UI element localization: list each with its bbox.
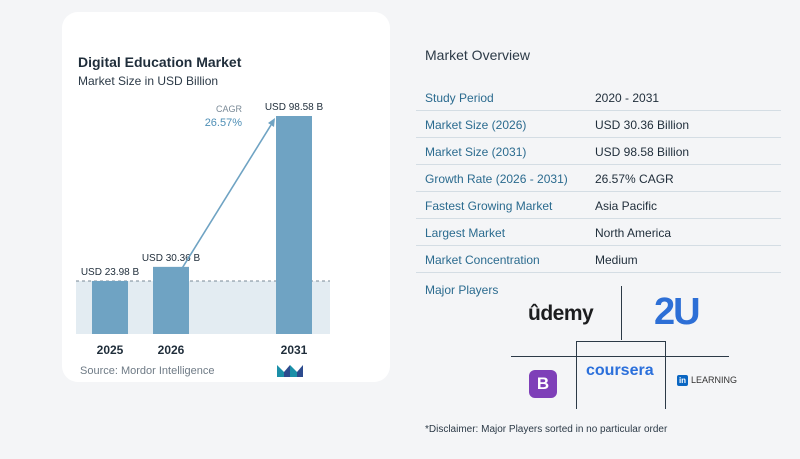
bar-chart: USD 23.98 B 2025 USD 30.36 B 2026 USD 98.58 …: [76, 102, 330, 357]
overview-value: 26.57% CAGR: [595, 172, 674, 186]
overview-label: Growth Rate (2026 - 2031): [425, 172, 568, 186]
bar: [276, 116, 312, 334]
overview-row: Market Concentration Medium: [416, 246, 781, 273]
overview-label: Market Size (2031): [425, 145, 527, 159]
x-tick-label: 2025: [97, 343, 124, 357]
overview-label: Study Period: [425, 91, 494, 105]
overview-label: Market Concentration: [425, 253, 540, 267]
major-players-label: Major Players: [425, 283, 499, 297]
bar: [92, 280, 128, 334]
players-grid-divider: [621, 286, 622, 340]
players-grid-divider: [665, 341, 666, 409]
mordor-logo-icon: [277, 365, 303, 377]
cagr-arrowhead: [268, 118, 275, 127]
source-note: Source: Mordor Intelligence: [80, 365, 215, 377]
overview-label: Market Size (2026): [425, 118, 527, 132]
overview-row: Market Size (2026) USD 30.36 Billion: [416, 111, 781, 138]
2u-logo: 2U: [654, 291, 701, 333]
bar-value-label: USD 30.36 B: [142, 253, 201, 264]
overview-value: 2020 - 2031: [595, 91, 660, 105]
overview-row: Largest Market North America: [416, 219, 781, 246]
overview-value: USD 30.36 Billion: [595, 118, 690, 132]
overview-value: North America: [595, 226, 672, 240]
coursera-logo: coursera: [586, 362, 654, 379]
bar: [153, 266, 189, 334]
linkedin-learning-logo: in LEARNING: [677, 375, 737, 386]
x-tick-label: 2031: [281, 343, 308, 357]
overview-value: Medium: [595, 253, 638, 267]
chart-title: Digital Education Market: [78, 54, 242, 70]
overview-row: Study Period 2020 - 2031: [416, 84, 781, 111]
overview-row: Growth Rate (2026 - 2031) 26.57% CAGR: [416, 165, 781, 192]
cagr-arrow: [180, 124, 272, 271]
overview-row: Market Size (2031) USD 98.58 Billion: [416, 138, 781, 165]
overview-label: Largest Market: [425, 226, 506, 240]
x-tick-label: 2026: [158, 343, 185, 357]
cagr-label: CAGR: [216, 104, 243, 114]
chart-subtitle: Market Size in USD Billion: [78, 74, 219, 88]
byjus-logo: B: [529, 370, 557, 398]
bar-value-label: USD 23.98 B: [81, 267, 140, 278]
overview-value: Asia Pacific: [595, 199, 658, 213]
overview-label: Fastest Growing Market: [425, 199, 553, 213]
cagr-value: 26.57%: [205, 117, 243, 129]
disclaimer: *Disclaimer: Major Players sorted in no …: [425, 424, 668, 435]
players-grid-divider: [511, 356, 729, 357]
overview-value: USD 98.58 Billion: [595, 145, 690, 159]
overview-title: Market Overview: [425, 47, 531, 63]
players-grid-divider: [576, 341, 666, 342]
linkedin-learning-text: LEARNING: [691, 375, 738, 385]
overview-row: Fastest Growing Market Asia Pacific: [416, 192, 781, 219]
chart-card: Digital Education Market Market Size in …: [62, 12, 390, 382]
linkedin-icon: in: [677, 375, 688, 386]
overview-table: Study Period 2020 - 2031 Market Size (20…: [416, 84, 781, 273]
bar-value-label: USD 98.58 B: [265, 102, 324, 113]
udemy-logo: ûdemy: [528, 302, 594, 325]
players-grid-divider: [576, 341, 577, 409]
